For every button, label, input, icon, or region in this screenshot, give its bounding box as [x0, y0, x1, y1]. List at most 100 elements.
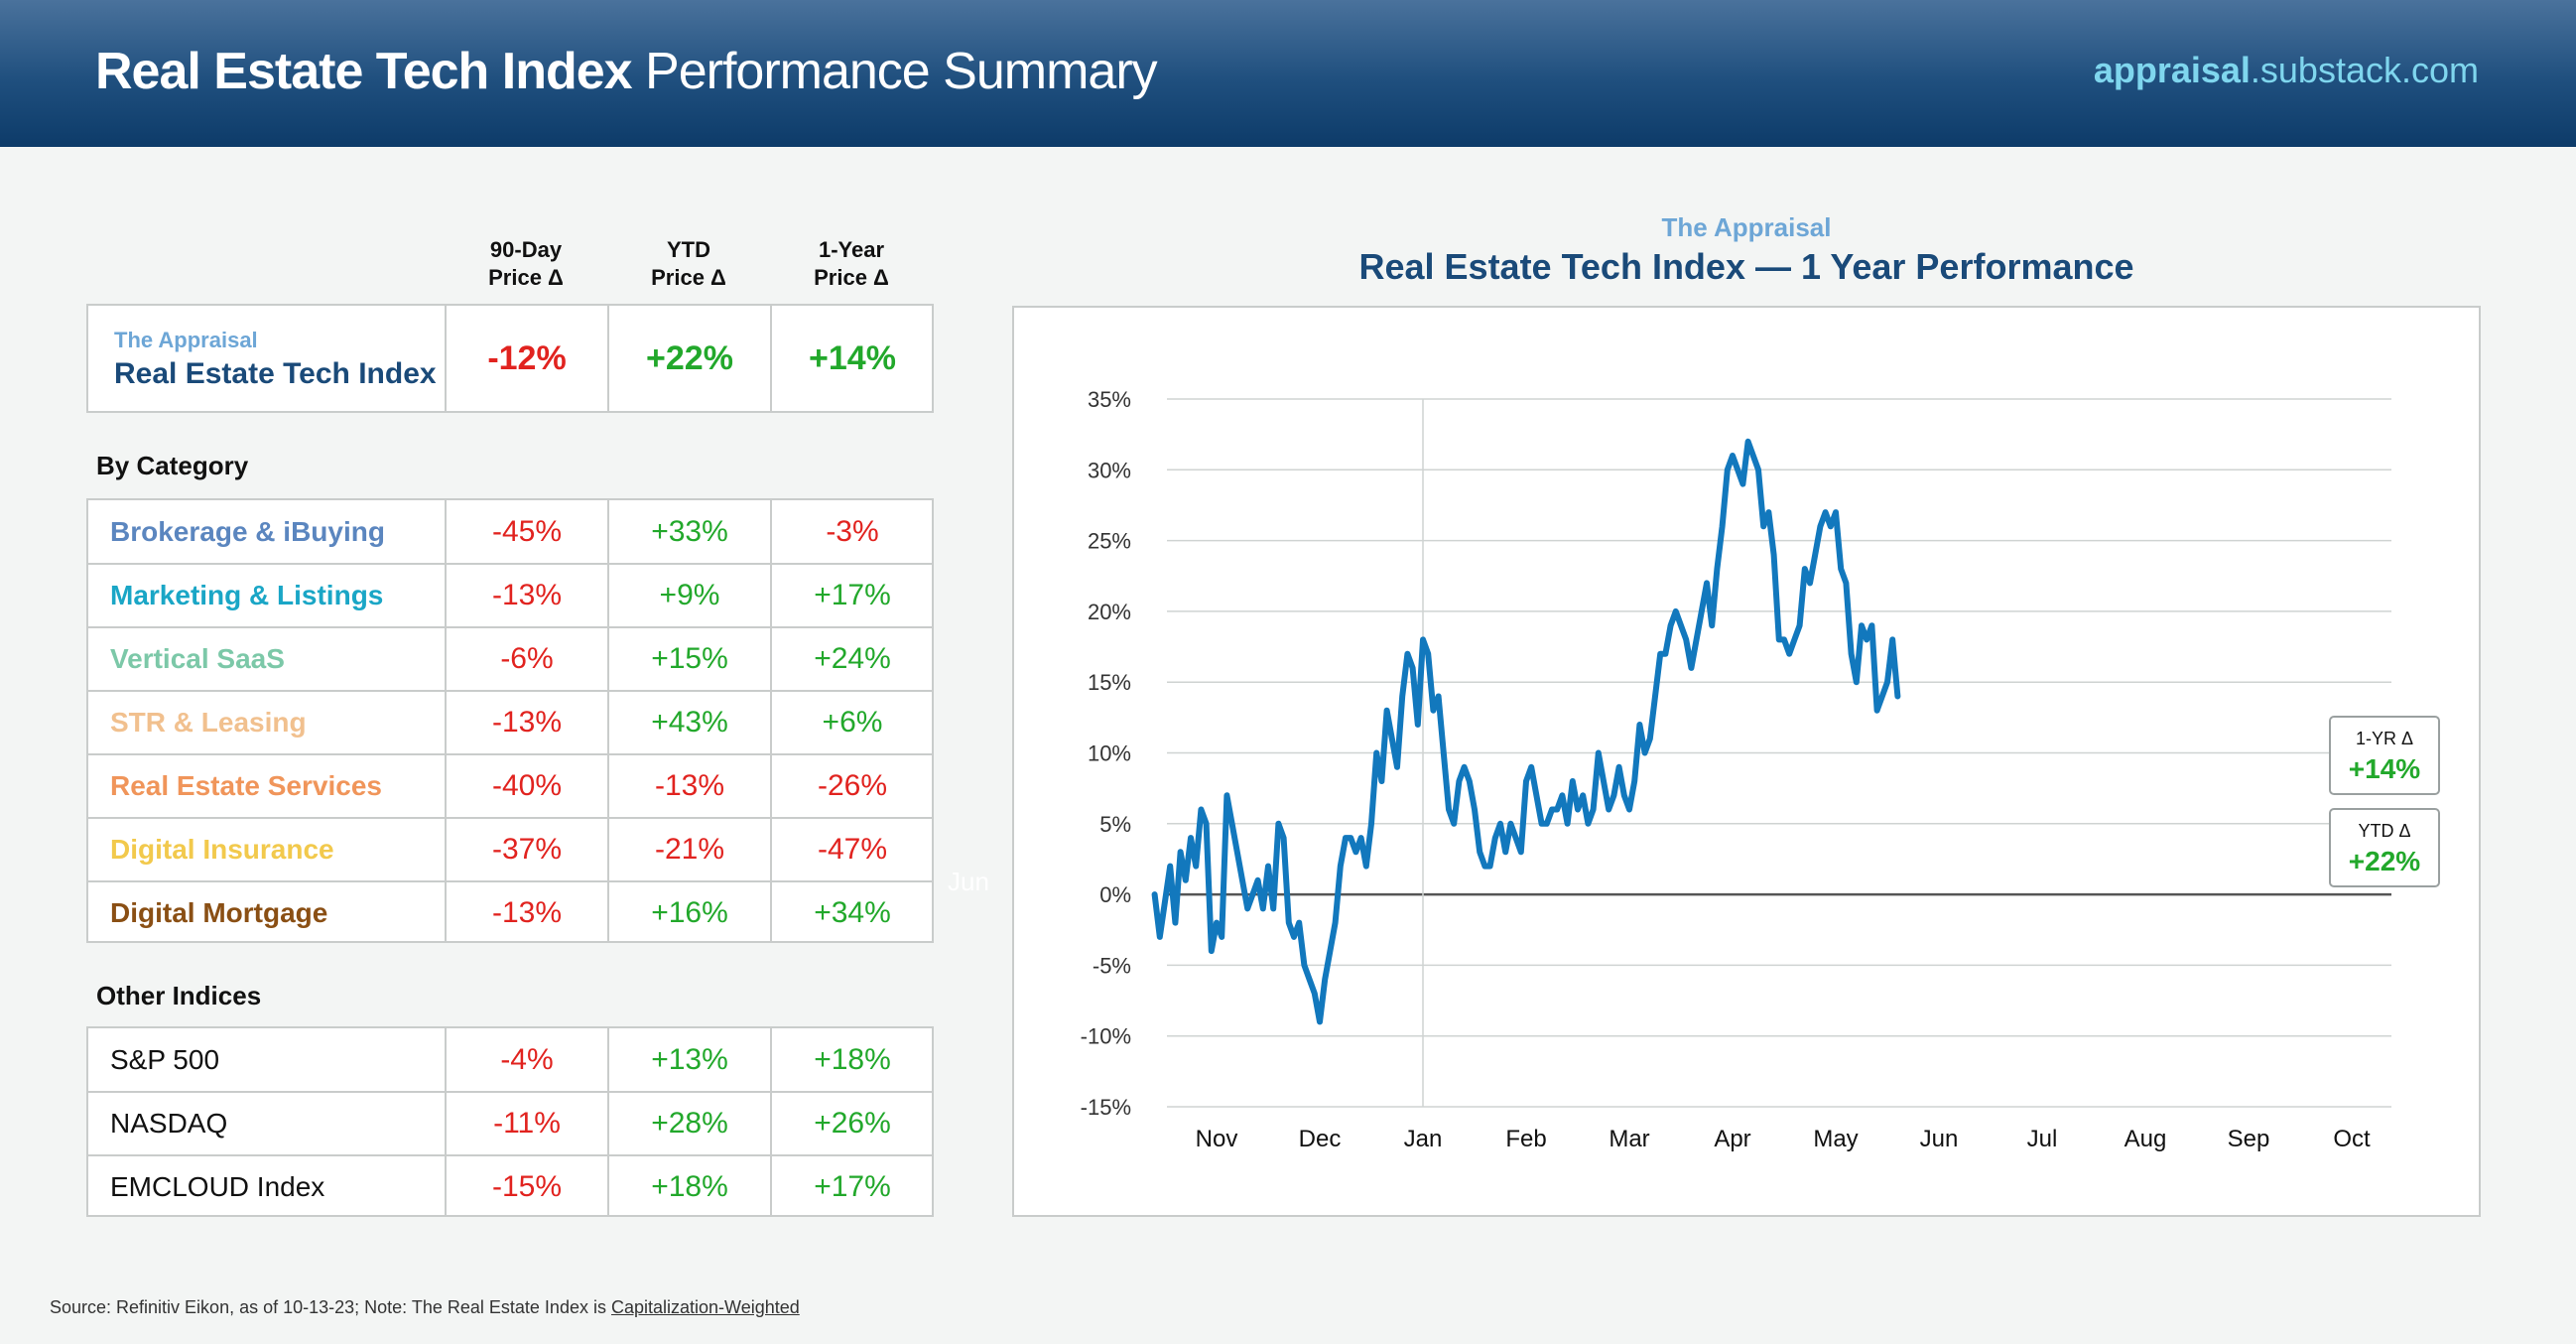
- source-text: Source: Refinitiv Eikon, as of 10-13-23;…: [50, 1297, 611, 1317]
- categories-value: +33%: [651, 515, 728, 548]
- callout-label: 1-YR Δ: [2356, 729, 2413, 748]
- others-value: +18%: [651, 1170, 728, 1203]
- others-value: +13%: [651, 1043, 728, 1076]
- callout-box: [2329, 716, 2440, 795]
- categories-value: +15%: [651, 642, 728, 675]
- section-label-other: Other Indices: [96, 981, 262, 1010]
- categories-row: Digital Mortgage -13% +16% +34%: [88, 880, 932, 945]
- categories-name: Brokerage & iBuying: [110, 516, 385, 547]
- brand-link[interactable]: appraisal.substack.com: [2094, 50, 2479, 91]
- chart-subtitle: The Appraisal: [1661, 212, 1832, 242]
- page-title-bold: Real Estate Tech Index: [95, 43, 633, 100]
- categories-value: +6%: [822, 706, 883, 739]
- x-tick-label: May: [1813, 1126, 1858, 1152]
- others-value: -4%: [500, 1043, 554, 1076]
- categories-value: -26%: [817, 769, 888, 802]
- line-chart: 35% 30% 25% 20% 15% 10% 5% 0% -5% -10% -15% Nov Dec J…: [1081, 387, 2440, 1152]
- index-subtitle: The Appraisal: [114, 328, 258, 352]
- x-tick-label: Apr: [1714, 1126, 1750, 1152]
- others-value: -15%: [491, 1170, 563, 1203]
- col-header-line: Price Δ: [814, 265, 889, 290]
- categories-value: +34%: [814, 896, 891, 929]
- x-tick-label: Jan: [1404, 1126, 1443, 1152]
- x-tick-label: Nov: [1196, 1126, 1238, 1152]
- categories-row: Digital Insurance -37% -21% -47%: [88, 817, 932, 881]
- row-divider: [88, 626, 932, 628]
- divider: [770, 306, 772, 411]
- brand-rest: .substack.com: [2250, 50, 2479, 90]
- categories-row: Vertical SaaS -6% +15% +24%: [88, 626, 932, 691]
- x-tick-label: Feb: [1505, 1126, 1546, 1152]
- row-divider: [88, 753, 932, 755]
- methodology-link[interactable]: Capitalization-Weighted: [610, 1297, 800, 1317]
- row-divider: [88, 880, 932, 882]
- col-header-line: 1-Year: [818, 237, 885, 262]
- categories-value: +43%: [651, 706, 728, 739]
- y-tick-label: -15%: [1081, 1095, 1131, 1120]
- categories-value: +16%: [651, 896, 728, 929]
- y-tick-label: 20%: [1088, 600, 1131, 624]
- index-90day-value: -12%: [487, 338, 567, 377]
- y-tick-label: 25%: [1088, 529, 1131, 554]
- row-divider: [88, 690, 932, 692]
- others-row: NASDAQ -11% +28% +26%: [88, 1091, 932, 1155]
- categories-name: Digital Mortgage: [110, 897, 328, 928]
- row-divider: [88, 1154, 932, 1156]
- categories-value: -47%: [817, 833, 888, 866]
- categories-row: Real Estate Services -40% -13% -26%: [88, 753, 932, 818]
- categories-name: Vertical SaaS: [110, 643, 285, 674]
- categories-value: -37%: [491, 833, 563, 866]
- col-header-ytd: YTD Price Δ: [607, 236, 770, 292]
- column-divider: [445, 500, 447, 941]
- index-summary-box: The Appraisal Real Estate Tech Index -12…: [86, 304, 934, 413]
- categories-value: -3%: [826, 515, 879, 548]
- y-tick-label: 35%: [1088, 387, 1131, 412]
- source-note: Source: Refinitiv Eikon, as of 10-13-23;…: [50, 1297, 800, 1318]
- column-divider: [607, 1028, 609, 1215]
- index-ytd-value: +22%: [646, 338, 733, 377]
- y-tick-label: 10%: [1088, 741, 1131, 766]
- col-header-line: Price Δ: [651, 265, 726, 290]
- x-tick-label: Dec: [1299, 1126, 1342, 1152]
- column-divider: [770, 500, 772, 941]
- others-name: S&P 500: [110, 1044, 220, 1075]
- y-tick-label: -10%: [1081, 1024, 1131, 1049]
- index-1year-value: +14%: [809, 338, 896, 377]
- col-header-line: 90-Day: [489, 237, 563, 262]
- y-tick-label: 5%: [1099, 812, 1131, 837]
- others-name: NASDAQ: [110, 1108, 228, 1139]
- row-divider: [88, 563, 932, 565]
- category-table: Brokerage & iBuying -45% +33% -3% Marketing …: [86, 498, 934, 943]
- page-title-light: Performance Summary: [645, 43, 1158, 100]
- categories-value: -21%: [654, 833, 725, 866]
- divider: [445, 306, 447, 411]
- index-name: Real Estate Tech Index: [114, 357, 437, 390]
- x-tick-label: Jun: [1920, 1126, 1959, 1152]
- column-divider: [770, 1028, 772, 1215]
- row-divider: [88, 817, 932, 819]
- others-value: +18%: [814, 1043, 891, 1076]
- categories-value: -13%: [491, 579, 563, 611]
- series-line: [1151, 438, 1901, 1025]
- divider: [607, 306, 609, 411]
- ghost-label: Jun: [948, 867, 989, 896]
- x-tick-label: Mar: [1609, 1126, 1649, 1152]
- categories-name: Marketing & Listings: [110, 580, 384, 610]
- y-tick-label: 15%: [1088, 670, 1131, 695]
- others-row: S&P 500 -4% +13% +18%: [88, 1028, 932, 1092]
- x-tick-label: Sep: [2228, 1126, 2270, 1152]
- callout-value: +22%: [2349, 846, 2420, 876]
- categories-value: -6%: [500, 642, 554, 675]
- column-divider: [607, 500, 609, 941]
- others-value: +28%: [651, 1107, 728, 1140]
- header-banner: Real Estate Tech Index Performance Summa…: [0, 0, 2576, 147]
- categories-value: -13%: [491, 706, 563, 739]
- col-header-1year: 1-Year Price Δ: [770, 236, 933, 292]
- x-tick-label: Oct: [2333, 1126, 2371, 1152]
- col-header-90day: 90-Day Price Δ: [445, 236, 607, 292]
- y-tick-label: 0%: [1099, 882, 1131, 907]
- categories-name: STR & Leasing: [110, 707, 307, 738]
- others-name: EMCLOUD Index: [110, 1171, 325, 1202]
- section-label-category: By Category: [96, 451, 249, 480]
- y-tick-label: 30%: [1088, 458, 1131, 482]
